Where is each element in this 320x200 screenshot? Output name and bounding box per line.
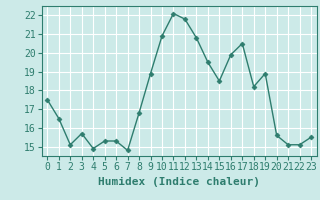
X-axis label: Humidex (Indice chaleur): Humidex (Indice chaleur) bbox=[98, 177, 260, 187]
